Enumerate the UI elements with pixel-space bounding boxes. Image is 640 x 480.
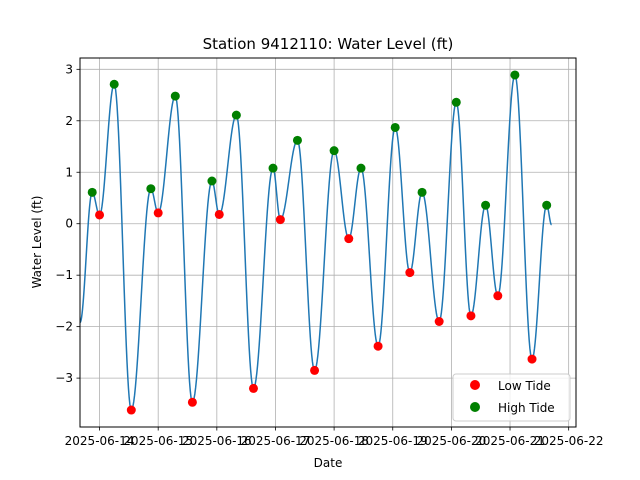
high-tide-marker xyxy=(146,184,156,194)
low-tide-marker xyxy=(527,354,537,364)
high-tide-marker xyxy=(417,187,427,197)
y-tick-label: −1 xyxy=(55,268,73,282)
x-tick-label: 2025-06-21 xyxy=(475,434,545,448)
tide-markers xyxy=(87,70,552,415)
low-tide-marker xyxy=(275,215,285,225)
low-tide-marker xyxy=(373,341,383,351)
low-tide-marker xyxy=(493,291,503,301)
low-tide-marker xyxy=(466,311,476,321)
high-tide-marker xyxy=(207,176,217,186)
legend-low-tide-marker xyxy=(470,380,480,390)
high-tide-marker xyxy=(231,110,241,120)
legend-high-tide-label: High Tide xyxy=(498,401,555,415)
low-tide-marker xyxy=(187,397,197,407)
x-tick-label: 2025-06-18 xyxy=(299,434,369,448)
x-tick-label: 2025-06-14 xyxy=(65,434,135,448)
low-tide-marker xyxy=(214,209,224,219)
high-tide-marker xyxy=(109,79,119,89)
low-tide-marker xyxy=(344,234,354,244)
x-tick-label: 2025-06-17 xyxy=(241,434,311,448)
high-tide-marker xyxy=(356,163,366,173)
y-tick-label: −2 xyxy=(55,320,73,334)
high-tide-marker xyxy=(329,146,339,156)
x-tick-label: 2025-06-20 xyxy=(417,434,487,448)
legend-high-tide-marker xyxy=(470,402,480,412)
legend-low-tide-label: Low Tide xyxy=(498,379,551,393)
chart-title: Station 9412110: Water Level (ft) xyxy=(203,35,454,53)
high-tide-marker xyxy=(268,163,278,173)
y-tick-label: 3 xyxy=(65,62,73,76)
high-tide-marker xyxy=(510,70,520,80)
y-tick-label: 0 xyxy=(65,217,73,231)
x-axis-ticks: 2025-06-142025-06-152025-06-162025-06-17… xyxy=(65,427,604,448)
low-tide-marker xyxy=(405,268,415,278)
low-tide-marker xyxy=(95,210,105,220)
high-tide-marker xyxy=(451,97,461,107)
y-tick-label: 1 xyxy=(65,165,73,179)
low-tide-marker xyxy=(248,383,258,393)
high-tide-marker xyxy=(87,187,97,197)
y-tick-label: 2 xyxy=(65,114,73,128)
x-tick-label: 2025-06-19 xyxy=(358,434,428,448)
low-tide-marker xyxy=(126,405,136,415)
high-tide-marker xyxy=(292,135,302,145)
legend: Low Tide High Tide xyxy=(452,373,571,422)
legend-box xyxy=(452,373,571,422)
high-tide-marker xyxy=(542,200,552,210)
x-tick-label: 2025-06-15 xyxy=(123,434,193,448)
y-tick-label: −3 xyxy=(55,371,73,385)
x-tick-label: 2025-06-22 xyxy=(534,434,604,448)
low-tide-marker xyxy=(434,316,444,326)
x-axis-label: Date xyxy=(314,456,343,470)
high-tide-marker xyxy=(390,122,400,132)
plot-frame xyxy=(79,57,577,428)
high-tide-marker xyxy=(170,91,180,101)
low-tide-marker xyxy=(153,208,163,218)
y-axis-label: Water Level (ft) xyxy=(30,196,44,289)
y-axis-ticks: −3 −2 −1 0 1 2 3 xyxy=(55,62,80,385)
high-tide-marker xyxy=(481,200,491,210)
low-tide-marker xyxy=(310,365,320,375)
x-tick-label: 2025-06-16 xyxy=(182,434,252,448)
